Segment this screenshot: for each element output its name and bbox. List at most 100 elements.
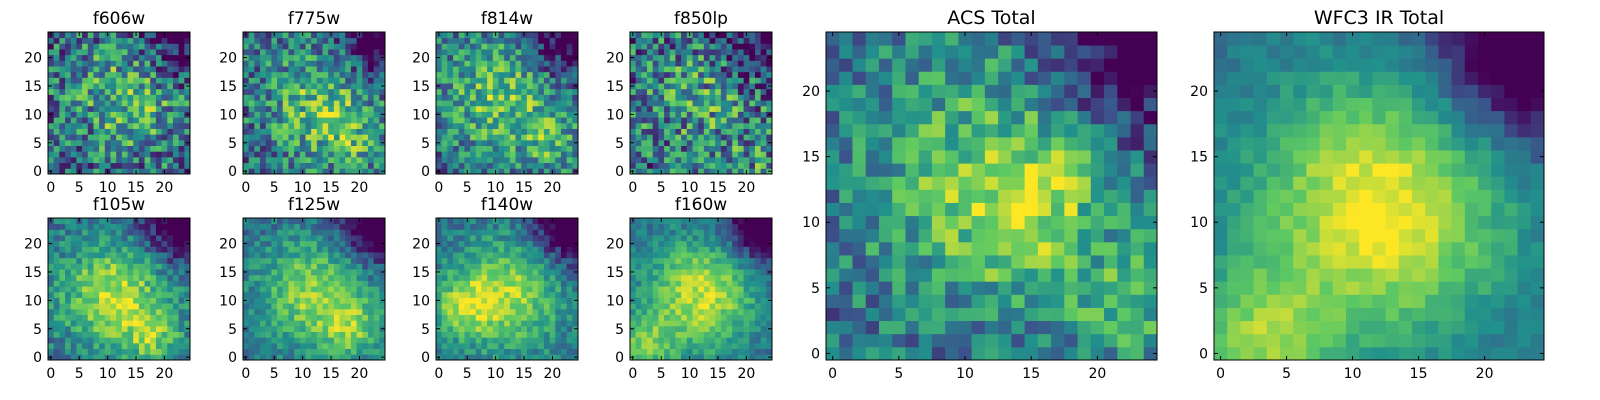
heatmap-cell xyxy=(515,54,522,61)
heatmap-cell xyxy=(127,348,134,355)
heatmap-cell xyxy=(532,240,539,247)
heatmap-cell xyxy=(538,71,545,78)
heatmap-cell xyxy=(99,54,106,61)
heatmap-cell xyxy=(647,43,654,50)
heatmap-cell xyxy=(630,60,637,67)
heatmap-cell xyxy=(743,111,750,118)
heatmap-cell xyxy=(664,274,671,281)
heatmap-cell xyxy=(172,337,180,344)
heatmap-cell xyxy=(172,117,180,124)
heatmap-cell xyxy=(104,88,111,95)
heatmap-cell xyxy=(322,128,329,135)
heatmap-cell xyxy=(737,105,744,112)
heatmap-cell xyxy=(350,348,357,355)
heatmap-cell xyxy=(487,297,494,304)
heatmap-cell xyxy=(453,297,460,304)
heatmap-cell xyxy=(116,156,123,164)
heatmap-cell xyxy=(87,331,94,338)
heatmap-cell xyxy=(641,269,648,276)
heatmap-cell xyxy=(138,134,145,141)
heatmap-cell xyxy=(566,308,573,315)
heatmap-cell xyxy=(566,286,573,293)
heatmap-cell xyxy=(76,297,83,304)
heatmap-cell xyxy=(470,168,477,175)
heatmap-cell xyxy=(316,280,323,287)
heatmap-cell xyxy=(652,314,659,321)
heatmap-cell xyxy=(447,122,454,129)
heatmap-cell xyxy=(458,156,465,164)
heatmap-cell xyxy=(254,325,261,332)
heatmap-cell xyxy=(322,37,329,44)
heatmap-cell xyxy=(260,229,267,236)
heatmap-cell xyxy=(641,308,648,315)
heatmap-cell xyxy=(333,88,340,95)
heatmap-cell xyxy=(271,235,278,242)
heatmap-cell xyxy=(749,308,756,315)
heatmap-cell xyxy=(538,168,545,175)
heatmap-cell xyxy=(243,134,250,141)
heatmap-cell xyxy=(526,54,533,61)
heatmap-cell xyxy=(172,145,180,152)
heatmap-cell xyxy=(441,32,448,39)
heatmap-cell xyxy=(99,105,106,112)
heatmap-cell xyxy=(82,122,89,129)
heatmap-cell xyxy=(526,134,533,141)
heatmap-cell xyxy=(328,252,335,259)
heatmap-cell xyxy=(356,111,363,118)
heatmap-cell xyxy=(647,94,654,101)
heatmap-cell xyxy=(379,66,386,73)
heatmap-cell xyxy=(538,32,545,39)
heatmap-cell xyxy=(458,60,465,67)
heatmap-cell xyxy=(254,308,261,315)
heatmap-cell xyxy=(76,257,83,264)
heatmap-cell xyxy=(453,331,460,338)
heatmap-cell xyxy=(754,291,762,298)
heatmap-cell xyxy=(339,240,346,247)
heatmap-cell xyxy=(458,218,465,225)
heatmap-cell xyxy=(265,37,272,44)
heatmap-cell xyxy=(681,354,688,361)
heatmap-cell xyxy=(138,151,145,158)
heatmap-cell xyxy=(509,54,516,61)
heatmap-cell xyxy=(288,274,295,281)
heatmap-cell xyxy=(464,156,471,164)
heatmap-cell xyxy=(65,348,72,355)
heatmap-cell xyxy=(172,274,180,281)
heatmap-cell xyxy=(669,100,676,107)
heatmap-cell xyxy=(110,263,117,270)
heatmap-cell xyxy=(333,303,340,310)
heatmap-cell xyxy=(703,88,710,95)
heatmap-cell xyxy=(150,291,157,298)
heatmap-cell xyxy=(178,280,185,287)
heatmap-cell xyxy=(749,337,756,344)
heatmap-cell xyxy=(681,337,688,344)
heatmap-cell xyxy=(277,280,284,287)
heatmap-cell xyxy=(436,145,443,152)
heatmap-cell xyxy=(492,314,499,321)
heatmap-cell xyxy=(288,235,295,242)
heatmap-cell xyxy=(288,337,295,344)
heatmap-cell xyxy=(441,348,448,355)
heatmap-cell xyxy=(664,348,671,355)
heatmap-cell xyxy=(155,128,162,135)
heatmap-cell xyxy=(288,88,295,95)
heatmap-cell xyxy=(498,291,505,298)
heatmap-cell xyxy=(766,60,773,67)
heatmap-cell xyxy=(93,308,100,315)
heatmap-cell xyxy=(635,71,642,78)
heatmap-cell xyxy=(70,128,77,135)
heatmap-cell xyxy=(373,66,380,73)
heatmap-cell xyxy=(282,354,289,361)
heatmap-cell xyxy=(669,168,676,175)
heatmap-cell xyxy=(288,43,295,50)
heatmap-cell xyxy=(277,303,284,310)
heatmap-cell xyxy=(698,100,705,107)
heatmap-cell xyxy=(543,348,550,355)
heatmap-cell xyxy=(526,60,533,67)
heatmap-cell xyxy=(732,354,739,361)
heatmap-cell xyxy=(458,354,465,361)
heatmap-cell xyxy=(243,145,250,152)
heatmap-cell xyxy=(555,229,562,236)
heatmap-cell xyxy=(560,88,568,95)
